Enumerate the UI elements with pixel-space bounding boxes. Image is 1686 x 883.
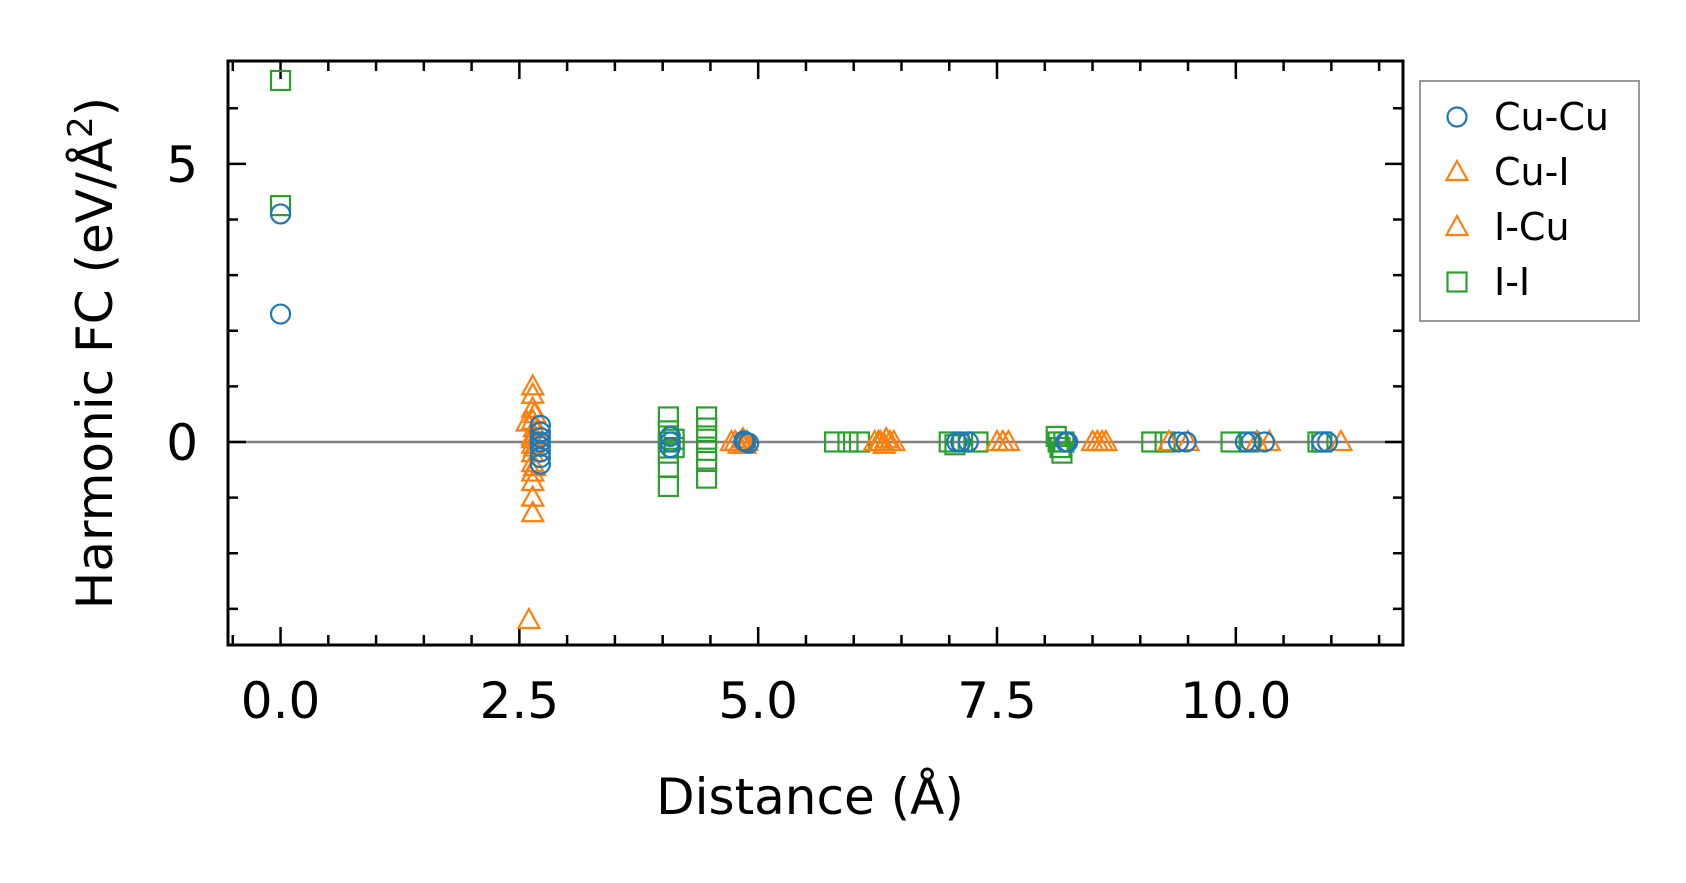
y-axis-label-close: ) (66, 97, 124, 117)
data-point-cu-cu (529, 446, 551, 469)
plot-area-frame (226, 59, 1405, 647)
data-point-cu-cu (529, 453, 551, 475)
x-axis-label: Distance (Å) (656, 768, 964, 826)
data-point-i-i (657, 456, 679, 478)
data-point-cu-cu (269, 303, 292, 325)
data-point-cu-cu (957, 431, 979, 453)
data-point-i-cu (522, 453, 548, 477)
data-points (269, 69, 1354, 630)
data-point-cu-i (520, 373, 546, 396)
y-axis-label-superscript: 2 (61, 116, 101, 138)
x-tick-labels: 0.0 2.5 5.0 7.5 10.0 (241, 672, 1292, 730)
legend-marker-cu-i (1444, 158, 1470, 182)
data-point-cu-cu (1167, 431, 1190, 453)
data-point-i-cu (1175, 428, 1201, 452)
legend-marker-i-cu (1444, 213, 1470, 237)
data-point-cu-cu (1311, 431, 1333, 453)
legend-label-i-cu: I-Cu (1494, 205, 1570, 249)
y-axis-label-main: Harmonic FC (eV/Å (66, 138, 124, 609)
data-point-i-i (695, 406, 718, 428)
data-point-i-cu (881, 428, 907, 452)
data-point-cu-i (520, 484, 546, 507)
data-point-cu-i (516, 606, 542, 630)
data-point-cu-i (520, 468, 546, 492)
data-point-cu-cu (529, 435, 551, 458)
x-tick-label: 5.0 (718, 672, 798, 730)
x-tick-label: 10.0 (1180, 672, 1291, 730)
data-point-i-i (695, 439, 718, 461)
data-point-cu-cu (1253, 431, 1276, 453)
y-tick-labels: 05 (166, 136, 198, 472)
data-point-i-i (824, 431, 846, 453)
data-point-i-i (1051, 442, 1073, 464)
legend-label-i-i: I-I (1494, 260, 1530, 304)
data-point-i-i (269, 195, 292, 217)
legend-label-cu-i: Cu-I (1494, 150, 1570, 194)
data-point-cu-cu (1240, 431, 1262, 453)
data-point-cu-i (520, 381, 546, 404)
data-point-cu-cu (659, 431, 681, 453)
data-point-i-i (695, 428, 718, 450)
legend-marker-cu-cu (1446, 106, 1468, 128)
x-tick-label: 2.5 (480, 672, 560, 730)
data-point-i-cu (1328, 428, 1354, 452)
data-point-cu-cu (529, 414, 551, 436)
data-point-i-i (695, 467, 718, 489)
data-point-i-i (695, 417, 718, 439)
data-point-cu-cu (1057, 431, 1079, 453)
axis-ticks (228, 61, 1403, 645)
data-point-i-cu (996, 428, 1021, 452)
y-tick-label: 0 (166, 414, 198, 472)
data-point-i-cu (873, 425, 899, 449)
data-point-i-cu (866, 428, 891, 452)
x-tick-label: 0.0 (241, 672, 321, 730)
y-tick-label: 5 (166, 136, 198, 194)
legend-entries: Cu-Cu Cu-I I-Cu I-I (1444, 95, 1609, 304)
data-point-cu-cu (269, 203, 292, 225)
legend: Cu-Cu Cu-I I-Cu I-I (1419, 80, 1640, 322)
data-point-i-i (657, 475, 679, 498)
data-point-cu-cu (950, 431, 972, 453)
data-point-cu-cu (738, 432, 760, 454)
legend-label-cu-cu: Cu-Cu (1494, 95, 1609, 139)
data-point-cu-i (1156, 428, 1182, 452)
data-point-cu-cu (1316, 431, 1339, 453)
data-point-i-i (837, 431, 859, 453)
data-point-i-cu (522, 400, 548, 424)
data-point-i-i (695, 450, 718, 473)
data-point-cu-cu (659, 425, 681, 448)
data-point-i-i (657, 406, 679, 428)
data-point-i-cu (1093, 428, 1119, 452)
legend-marker-i-i (1446, 271, 1468, 293)
data-point-i-i (967, 431, 989, 453)
data-point-cu-cu (659, 436, 681, 459)
data-point-i-i (1141, 431, 1163, 453)
data-point-i-i (269, 69, 292, 92)
data-point-cu-cu (1175, 431, 1197, 453)
legend-box (1419, 80, 1640, 322)
data-point-cu-cu (529, 441, 551, 463)
data-point-i-cu (1080, 428, 1105, 452)
x-tick-label: 7.5 (957, 672, 1037, 730)
y-axis-label: Harmonic FC (eV/Å2) (61, 97, 124, 609)
data-point-cu-i (520, 499, 546, 523)
